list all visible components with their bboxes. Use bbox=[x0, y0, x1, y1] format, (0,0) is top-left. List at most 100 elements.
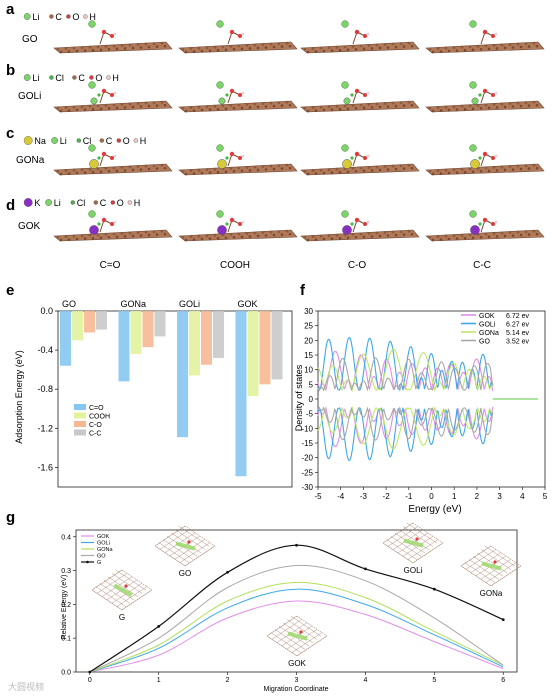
carbon-atom bbox=[383, 43, 387, 46]
carbon-atom bbox=[216, 107, 220, 111]
carbon-atom bbox=[367, 44, 371, 47]
chart-e-bar bbox=[60, 311, 71, 366]
chart-g-legend-label: GO bbox=[97, 554, 106, 560]
legend-text-o: O bbox=[72, 12, 79, 22]
chart-e-bar bbox=[247, 311, 259, 397]
hydrogen-atom bbox=[113, 32, 117, 36]
carbon-atom bbox=[67, 50, 71, 53]
carbon-atom bbox=[338, 107, 342, 111]
chart-e-bar bbox=[118, 311, 130, 382]
oxygen-atom bbox=[482, 88, 488, 94]
legend-atom-c bbox=[93, 200, 99, 205]
carbon-atom bbox=[64, 235, 68, 238]
carbon-atom bbox=[253, 231, 257, 235]
carbon-atom bbox=[248, 47, 252, 50]
carbon-atom bbox=[431, 238, 435, 242]
carbon-atom bbox=[64, 106, 68, 109]
panel-f-letter: f bbox=[300, 282, 306, 299]
carbon-atom bbox=[487, 106, 491, 110]
legend-atom-cl bbox=[70, 200, 76, 205]
carbon-atom bbox=[277, 164, 281, 168]
carbon-atom bbox=[56, 47, 60, 51]
oxygen-atom bbox=[415, 537, 419, 541]
carbon-atom bbox=[484, 232, 488, 236]
lattice-line bbox=[270, 632, 302, 653]
lattice-line bbox=[107, 576, 139, 597]
lattice-line bbox=[480, 549, 512, 570]
hydrogen-atom bbox=[241, 154, 245, 158]
chart-f-xtick-label: 0 bbox=[429, 492, 434, 501]
slab-2-0 bbox=[53, 144, 173, 176]
structure-gona: GONa bbox=[460, 545, 522, 598]
carbon-atom bbox=[163, 232, 167, 236]
carbon-atom bbox=[123, 169, 127, 172]
carbon-atom bbox=[285, 163, 289, 167]
carbon-atom bbox=[248, 106, 252, 109]
carbon-atom bbox=[264, 168, 268, 171]
chart-f-legend-name: GOLi bbox=[479, 322, 496, 329]
carbon-atom bbox=[500, 165, 504, 169]
legend-text-c: C bbox=[55, 12, 62, 22]
chart-g-xtick-label: 1 bbox=[157, 677, 161, 684]
carbon-atom bbox=[351, 232, 355, 236]
legend-text-li: Li bbox=[54, 198, 61, 208]
carbon-atom bbox=[264, 46, 268, 49]
carbon-atom bbox=[436, 47, 440, 50]
carbon-atom bbox=[402, 104, 406, 107]
carbon-atom bbox=[338, 170, 342, 174]
structure-gok: GOK bbox=[266, 615, 328, 668]
carbon-atom bbox=[479, 170, 483, 173]
carbon-atom bbox=[256, 105, 260, 109]
lithium-atom bbox=[216, 20, 224, 28]
carbon-atom bbox=[200, 108, 204, 112]
carbon-atom bbox=[197, 234, 201, 238]
carbon-atom bbox=[152, 230, 156, 234]
cation-atom bbox=[471, 97, 479, 105]
carbon-atom bbox=[492, 166, 496, 169]
carbon-atom bbox=[269, 230, 273, 234]
carbon-atom bbox=[107, 236, 111, 239]
carbon-atom bbox=[447, 237, 451, 241]
carbon-atom bbox=[112, 232, 116, 236]
carbon-atom bbox=[370, 235, 374, 238]
chart-f-line-gona-up bbox=[317, 348, 494, 393]
chart-e-ylabel: Adsorption Energy (eV) bbox=[14, 350, 24, 444]
chlorine-atom bbox=[225, 222, 229, 226]
carbon-atom bbox=[391, 230, 395, 234]
carbon-atom bbox=[261, 231, 265, 234]
lattice-line bbox=[402, 526, 434, 547]
lithium-atom bbox=[216, 210, 224, 218]
carbon-atom bbox=[391, 164, 395, 168]
chart-f-legend-value: 6.72 ev bbox=[506, 313, 529, 320]
carbon-atom bbox=[452, 46, 456, 50]
carbon-atom bbox=[160, 229, 164, 233]
carbon-atom bbox=[120, 166, 124, 169]
carbon-atom bbox=[163, 166, 167, 170]
carbon-atom bbox=[444, 46, 448, 50]
lattice-line bbox=[154, 525, 186, 547]
oxygen-atom bbox=[482, 217, 488, 223]
carbon-atom bbox=[192, 50, 196, 53]
carbon-atom bbox=[120, 44, 124, 47]
carbon-atom bbox=[128, 102, 132, 106]
carbon-atom bbox=[330, 171, 334, 174]
chart-f-line-gona-down bbox=[317, 405, 494, 450]
carbon-atom bbox=[436, 106, 440, 109]
hydrogen-atom bbox=[113, 91, 117, 95]
carbon-atom bbox=[471, 236, 475, 240]
carbon-atom bbox=[96, 167, 100, 171]
carbon-atom bbox=[123, 47, 127, 50]
carbon-atom bbox=[112, 103, 116, 107]
oxygen-atom bbox=[238, 156, 242, 160]
chart-e-legend-swatch bbox=[74, 412, 86, 419]
hydrogen-atom bbox=[494, 154, 498, 158]
carbon-atom bbox=[346, 107, 350, 111]
carbon-atom bbox=[407, 163, 411, 167]
carbon-atom bbox=[351, 103, 355, 107]
lattice-line bbox=[407, 539, 439, 560]
carbon-atom bbox=[436, 235, 440, 238]
column-label-cooh: COOH bbox=[220, 260, 250, 271]
chart-f-ytick-label: -30 bbox=[301, 483, 313, 492]
carbon-atom bbox=[192, 109, 196, 112]
carbon-atom bbox=[131, 105, 135, 109]
